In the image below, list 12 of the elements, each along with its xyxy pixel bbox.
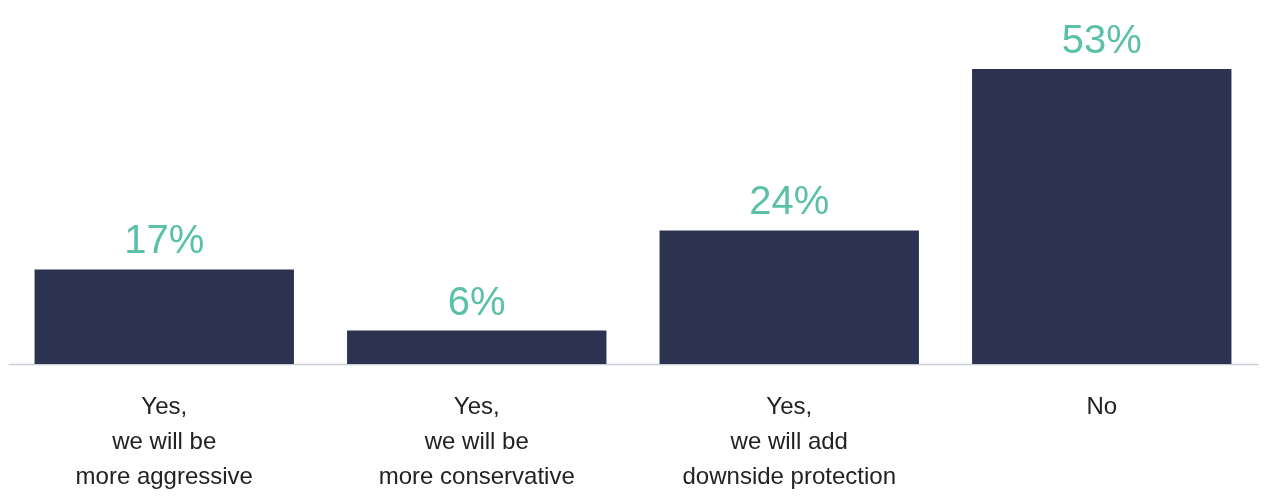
data-label: 17% <box>124 217 205 262</box>
x-tick-label: Yes, we will be more conservative <box>378 391 575 489</box>
bar <box>34 269 294 364</box>
x-tick-label: No <box>1086 391 1118 419</box>
data-label: 24% <box>749 178 830 223</box>
x-tick-label: Yes, we will be more aggressive <box>75 391 253 489</box>
data-label: 53% <box>1061 17 1142 61</box>
bar <box>347 330 607 364</box>
bar <box>972 69 1232 364</box>
bar <box>659 230 919 364</box>
data-label: 6% <box>447 278 506 323</box>
x-tick-label: Yes, we will add downside protection <box>682 391 896 489</box>
